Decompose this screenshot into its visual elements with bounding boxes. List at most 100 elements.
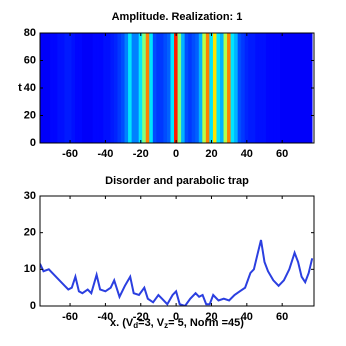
y-tick-label: 60 bbox=[24, 54, 36, 66]
heat-column bbox=[219, 33, 225, 143]
x-tick-label: 40 bbox=[241, 148, 253, 160]
heat-column bbox=[156, 33, 161, 143]
heat-column bbox=[163, 33, 168, 143]
x-tick-label: 0 bbox=[173, 148, 179, 160]
heat-column bbox=[301, 33, 306, 143]
heat-column bbox=[269, 33, 274, 143]
heat-column bbox=[43, 33, 48, 143]
heat-column bbox=[142, 33, 147, 143]
heat-column bbox=[230, 33, 235, 143]
y-axis-label: t bbox=[18, 82, 22, 94]
heat-column bbox=[283, 33, 288, 143]
axes-box bbox=[39, 195, 315, 307]
heat-column bbox=[209, 33, 214, 143]
heat-column bbox=[96, 33, 101, 143]
heat-column bbox=[234, 33, 239, 143]
label-part: = 5, Norm =45) bbox=[168, 317, 244, 329]
x-tick-label: 60 bbox=[276, 148, 288, 160]
y-tick-label: 80 bbox=[24, 27, 36, 39]
heat-column bbox=[287, 33, 292, 143]
y-tick-label: 40 bbox=[24, 82, 36, 94]
x-tick-label: -60 bbox=[62, 148, 78, 160]
x-tick-label: 40 bbox=[241, 311, 253, 323]
heat-column bbox=[244, 33, 249, 143]
x-tick-label: 60 bbox=[276, 311, 288, 323]
heat-column bbox=[191, 33, 196, 143]
heat-column bbox=[75, 33, 80, 143]
heat-column bbox=[223, 33, 228, 143]
heat-column bbox=[174, 33, 179, 143]
y-tick-label: 30 bbox=[24, 190, 36, 202]
heat-column bbox=[135, 33, 140, 143]
heat-column bbox=[50, 33, 55, 143]
heat-column bbox=[78, 33, 83, 143]
x-tick-label: -20 bbox=[133, 148, 149, 160]
heat-column bbox=[241, 33, 246, 143]
heat-column bbox=[205, 33, 211, 143]
x-tick-label: -20 bbox=[133, 311, 149, 323]
heat-column bbox=[198, 33, 203, 143]
heat-column bbox=[262, 33, 267, 143]
y-tick-label: 10 bbox=[24, 263, 36, 275]
heat-column bbox=[308, 33, 313, 143]
heat-column bbox=[82, 33, 87, 143]
label-part: =3, V bbox=[138, 317, 165, 329]
heat-column bbox=[258, 33, 264, 143]
heat-column bbox=[188, 33, 193, 143]
heat-column bbox=[85, 33, 90, 143]
x-tick-label: -40 bbox=[97, 311, 113, 323]
x-tick-label: 0 bbox=[173, 311, 179, 323]
chart-title: Disorder and parabolic trap bbox=[105, 175, 249, 187]
heat-column bbox=[290, 33, 295, 143]
heat-column bbox=[117, 33, 122, 143]
heat-column bbox=[237, 33, 242, 143]
heat-column bbox=[103, 33, 108, 143]
heat-column bbox=[159, 33, 165, 143]
x-tick-label: -60 bbox=[62, 311, 78, 323]
heat-column bbox=[106, 33, 112, 143]
heat-column bbox=[181, 33, 186, 143]
chart-title: Amplitude. Realization: 1 bbox=[112, 11, 243, 23]
heat-column bbox=[273, 33, 278, 143]
heat-column bbox=[110, 33, 115, 143]
heat-column bbox=[46, 33, 51, 143]
y-tick-label: 0 bbox=[30, 137, 36, 149]
heat-column bbox=[131, 33, 136, 143]
y-tick-label: 20 bbox=[24, 227, 36, 239]
heat-column bbox=[177, 33, 182, 143]
heat-column bbox=[124, 33, 129, 143]
heat-column bbox=[227, 33, 232, 143]
heat-column bbox=[297, 33, 302, 143]
heat-column bbox=[53, 33, 58, 143]
heat-column bbox=[57, 33, 62, 143]
heat-column bbox=[71, 33, 76, 143]
heat-column bbox=[166, 33, 172, 143]
heat-column bbox=[184, 33, 189, 143]
heat-column bbox=[276, 33, 281, 143]
label-part: x. (V bbox=[110, 317, 134, 329]
heat-column bbox=[89, 33, 94, 143]
heat-column bbox=[294, 33, 299, 143]
x-tick-label: -40 bbox=[97, 148, 113, 160]
heat-column bbox=[304, 33, 310, 143]
heat-column bbox=[212, 33, 218, 143]
heat-column bbox=[255, 33, 260, 143]
heat-column bbox=[152, 33, 157, 143]
heat-column bbox=[149, 33, 154, 143]
heat-column bbox=[67, 33, 73, 143]
heat-column bbox=[145, 33, 150, 143]
heat-column bbox=[216, 33, 221, 143]
heat-column bbox=[170, 33, 175, 143]
heat-column bbox=[99, 33, 104, 143]
x-tick-label: 20 bbox=[205, 148, 217, 160]
heat-column bbox=[138, 33, 143, 143]
label-sub: z bbox=[164, 321, 168, 330]
heat-column bbox=[64, 33, 69, 143]
heat-column bbox=[92, 33, 97, 143]
heat-column bbox=[251, 33, 256, 143]
y-tick-label: 20 bbox=[24, 109, 36, 121]
heat-column bbox=[202, 33, 207, 143]
label-sub: d bbox=[133, 321, 138, 330]
heat-column bbox=[128, 33, 133, 143]
